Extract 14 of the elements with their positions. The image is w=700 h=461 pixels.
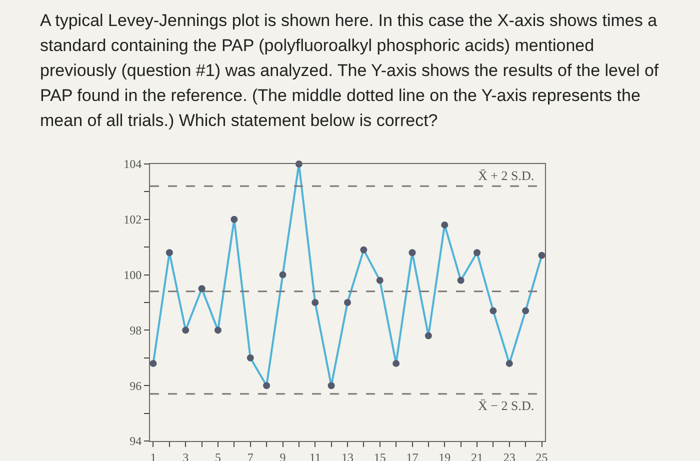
y-tick-label: 104 [124,157,142,172]
x-tick-label: 1 [150,450,156,461]
x-tick-label: 21 [471,450,484,461]
x-tick-label: 17 [406,450,418,461]
y-tick-label: 102 [124,212,142,227]
y-tick-label: 96 [130,378,142,393]
x-tick-label: 7 [247,450,254,461]
y-tick-label: 94 [130,434,142,448]
ref-line-label: X̄ − 2 S.D. [478,398,534,413]
ref-line-label: X̄ + 2 S.D. [478,168,534,183]
x-tick-label: 11 [309,450,321,461]
y-tick-label: 98 [130,323,142,338]
chart-title: A typical Levey-Jennings plot is shown here. In this case the X-axis shows times a standard containing the PAP (polyfluoroalkyl phosphoric acids) mentioned previously (question #1) was analyzed. The Y-axis shows the results of the level of PAP found in the reference. (The middle dotted line on the Y-axis represents the mean of all trials.) Which statement below is correct? [40,10,660,132]
y-tick-label: 100 [124,268,142,282]
